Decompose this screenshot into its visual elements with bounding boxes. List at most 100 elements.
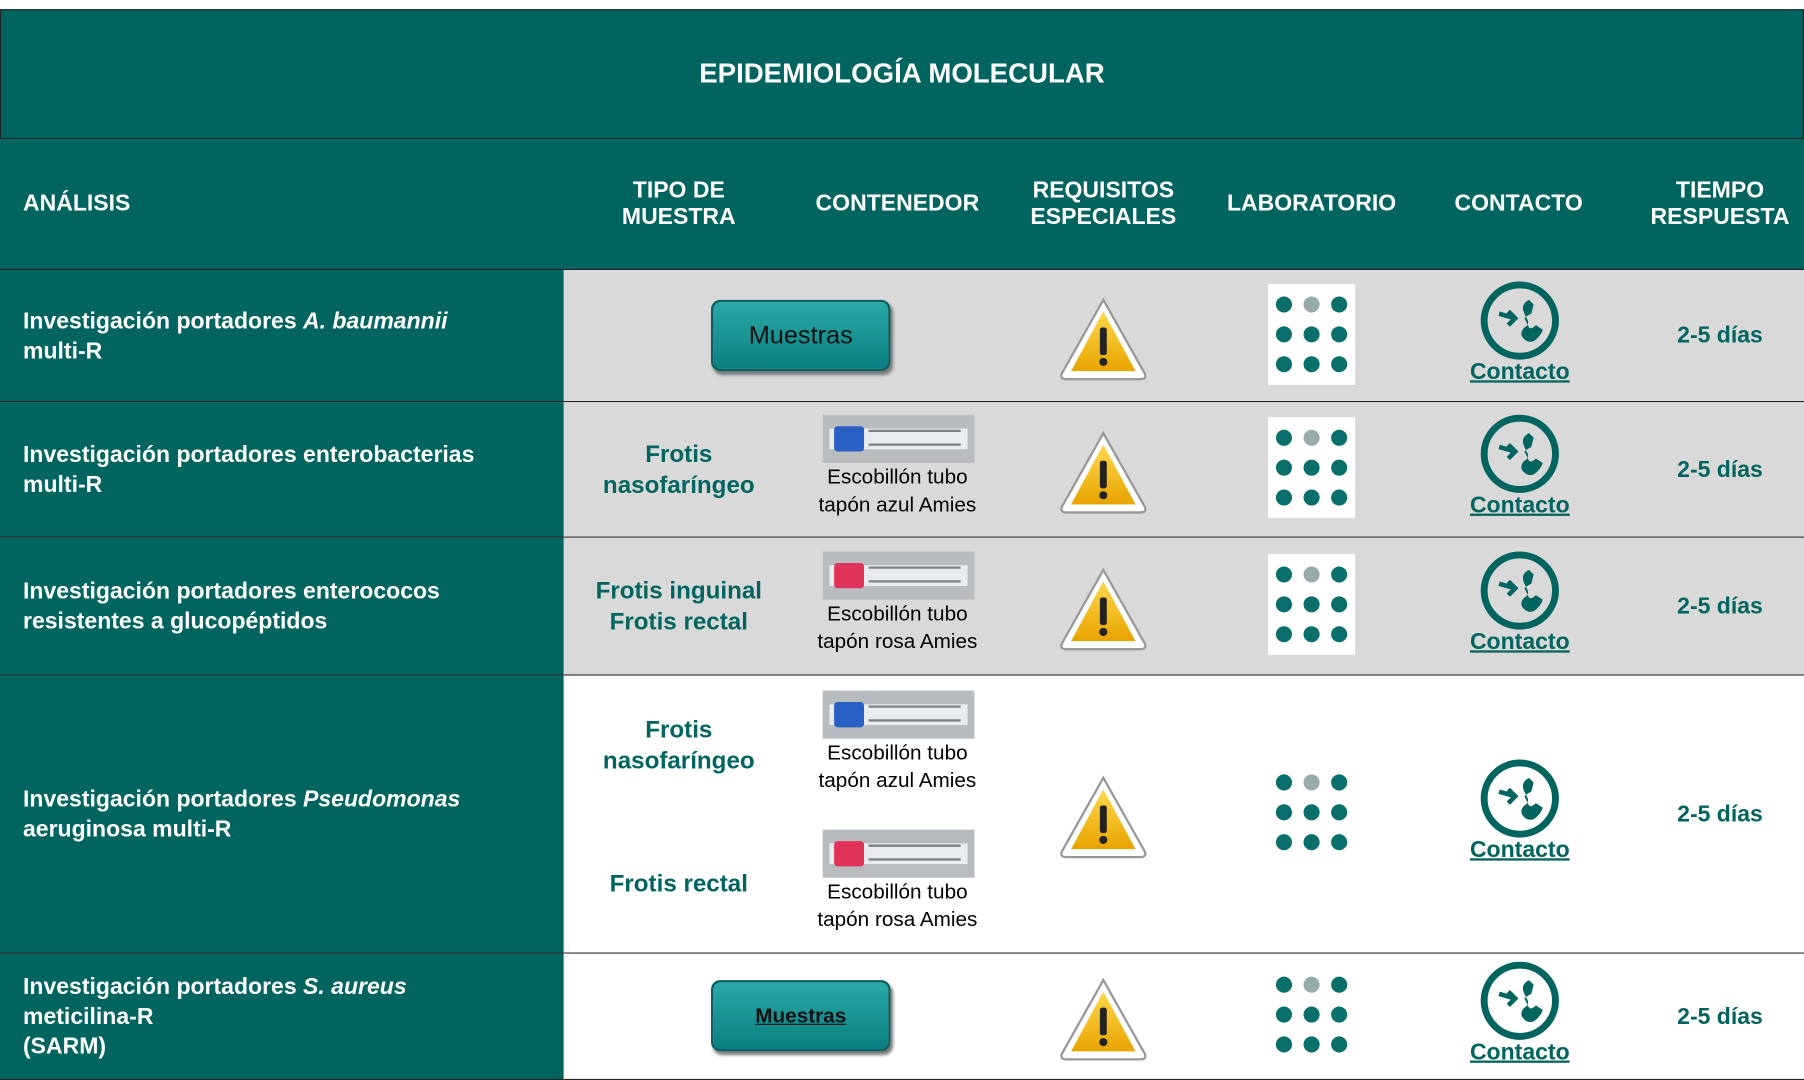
container-text: Escobillón tubo tapón rosa Amies bbox=[817, 602, 978, 653]
warning-icon bbox=[1057, 292, 1149, 387]
phone-icon-graphic bbox=[1480, 759, 1559, 838]
analysis-segment: multi-R bbox=[23, 338, 103, 364]
analysis-lines: Investigación portadores enterococos resi… bbox=[23, 577, 440, 637]
analysis-cell bbox=[0, 402, 564, 538]
phone-icon-graphic bbox=[1480, 961, 1559, 1040]
contact-link[interactable]: Contacto bbox=[1469, 629, 1570, 655]
sample-lines: Frotis inguinal Frotis rectal bbox=[596, 576, 762, 638]
samples-button[interactable]: Muestras bbox=[711, 299, 891, 371]
column-header: CONTACTO bbox=[1454, 190, 1583, 217]
sample-line: Frotis nasofaríngeo bbox=[602, 716, 755, 774]
analysis-cell bbox=[0, 537, 564, 676]
warning-icon bbox=[1057, 973, 1149, 1068]
sample-line: Frotis nasofaríngeo bbox=[602, 441, 755, 499]
tube-image bbox=[822, 689, 975, 744]
warning-icon-graphic bbox=[1060, 567, 1147, 651]
warning-icon bbox=[1057, 563, 1149, 658]
analysis-text: Investigación portadores S. aureus metici… bbox=[23, 954, 558, 1080]
tube-image bbox=[822, 829, 975, 883]
analysis-lines: Investigación portadores S. aureus metici… bbox=[23, 972, 407, 1062]
analysis-line: aeruginosa multi-R bbox=[23, 815, 460, 845]
analysis-line: Investigación portadores enterococos bbox=[23, 577, 440, 607]
analysis-text: Investigación portadores A. baumannii mul… bbox=[23, 270, 558, 402]
analysis-cell bbox=[0, 270, 564, 403]
lab-icon-graphic bbox=[1275, 976, 1348, 1053]
analysis-text: Investigación portadores enterobacterias… bbox=[23, 402, 558, 538]
lab-icon-graphic bbox=[1275, 774, 1348, 851]
sample-lines: Frotis nasofaríngeo bbox=[581, 714, 777, 776]
lab-icon-graphic bbox=[1267, 417, 1356, 519]
samples-button[interactable]: Muestras bbox=[711, 980, 891, 1052]
response-time: 2-5 días bbox=[1677, 801, 1763, 827]
sample-lines: Frotis nasofaríngeo bbox=[581, 439, 777, 501]
title-band: EPIDEMIOLOGÍA MOLECULAR bbox=[0, 9, 1804, 140]
lab-icon-graphic bbox=[1267, 283, 1356, 385]
analysis-lines: Investigación portadores Pseudomonas aeru… bbox=[23, 785, 460, 845]
contact-link[interactable]: Contacto bbox=[1469, 837, 1570, 863]
page-title: EPIDEMIOLOGÍA MOLECULAR bbox=[699, 58, 1105, 90]
container-text: Escobillón tubo tapón azul Amies bbox=[818, 465, 977, 516]
tube-image-graphic bbox=[822, 689, 975, 739]
row-background bbox=[563, 402, 1804, 538]
warning-icon bbox=[1057, 771, 1149, 866]
column-header: TIPO DE MUESTRA bbox=[621, 177, 736, 230]
sample-line: Frotis inguinal bbox=[595, 577, 763, 605]
warning-icon-graphic bbox=[1060, 430, 1147, 514]
response-time: 2-5 días bbox=[1677, 1003, 1763, 1029]
tube-image bbox=[822, 551, 975, 606]
analysis-line: multi-R bbox=[23, 470, 474, 500]
sample-line: Frotis rectal bbox=[609, 608, 748, 636]
analysis-segment: multi-R bbox=[23, 472, 103, 498]
analysis-cell bbox=[0, 675, 564, 954]
container-text: Escobillón tubo tapón azul Amies bbox=[818, 740, 977, 792]
tube-image bbox=[822, 414, 975, 469]
analysis-segment: aeruginosa multi-R bbox=[23, 816, 232, 843]
analysis-text: Investigación portadores enterococos resi… bbox=[23, 538, 558, 676]
analysis-segment: Pseudomonas bbox=[303, 787, 461, 813]
contact-link[interactable]: Contacto bbox=[1469, 359, 1570, 385]
lab-icon bbox=[1267, 417, 1356, 524]
tube-image-graphic bbox=[822, 551, 975, 600]
contact-link[interactable]: Contacto bbox=[1469, 492, 1570, 519]
phone-icon bbox=[1478, 757, 1561, 845]
analysis-line: Investigación portadores S. aureus bbox=[23, 972, 407, 1002]
warning-icon bbox=[1057, 426, 1149, 521]
analysis-segment: resistentes a glucopéptidos bbox=[23, 608, 328, 635]
sample-lines: Frotis rectal bbox=[610, 869, 748, 900]
column-header: ANÁLISIS bbox=[23, 190, 131, 217]
row-background bbox=[563, 537, 1804, 676]
analysis-cell bbox=[0, 953, 564, 1080]
analysis-segment: meticilina-R bbox=[23, 1004, 154, 1030]
row-background bbox=[563, 675, 1804, 954]
analysis-segment: Investigación portadores bbox=[23, 787, 304, 813]
sample-type: Frotis rectal bbox=[581, 815, 777, 954]
analysis-segment: (SARM) bbox=[23, 1034, 107, 1060]
analysis-lines: Investigación portadores A. baumannii mul… bbox=[23, 306, 447, 366]
contact-link[interactable]: Contacto bbox=[1469, 1039, 1570, 1066]
column-header: CONTENEDOR bbox=[815, 190, 980, 217]
phone-icon bbox=[1478, 959, 1561, 1047]
analysis-line: Investigación portadores A. baumannii bbox=[23, 306, 447, 336]
analysis-line: Investigación portadores enterobacterias bbox=[23, 440, 474, 470]
warning-icon-graphic bbox=[1060, 775, 1147, 859]
response-time: 2-5 días bbox=[1677, 593, 1763, 619]
analysis-line: (SARM) bbox=[23, 1032, 407, 1062]
lab-icon-graphic bbox=[1267, 553, 1356, 655]
analysis-segment: Investigación portadores bbox=[23, 308, 304, 334]
lab-icon bbox=[1267, 283, 1356, 390]
analysis-line: multi-R bbox=[23, 336, 447, 366]
sample-type: Frotis nasofaríngeo bbox=[581, 676, 777, 815]
column-header: TIEMPO RESPUESTA bbox=[1650, 177, 1790, 230]
analysis-segment: Investigación portadores bbox=[23, 974, 304, 1000]
analysis-line: Investigación portadores Pseudomonas bbox=[23, 785, 460, 815]
phone-icon bbox=[1478, 279, 1561, 367]
analysis-segment: S. aureus bbox=[303, 974, 407, 1000]
response-time: 2-5 días bbox=[1677, 456, 1763, 483]
column-header: LABORATORIO bbox=[1226, 190, 1397, 217]
analysis-segment: A. baumannii bbox=[303, 308, 448, 334]
analysis-line: meticilina-R bbox=[23, 1002, 407, 1032]
phone-icon-graphic bbox=[1480, 551, 1559, 630]
analysis-text: Investigación portadores Pseudomonas aeru… bbox=[23, 676, 558, 954]
analysis-line: resistentes a glucopéptidos bbox=[23, 607, 440, 637]
